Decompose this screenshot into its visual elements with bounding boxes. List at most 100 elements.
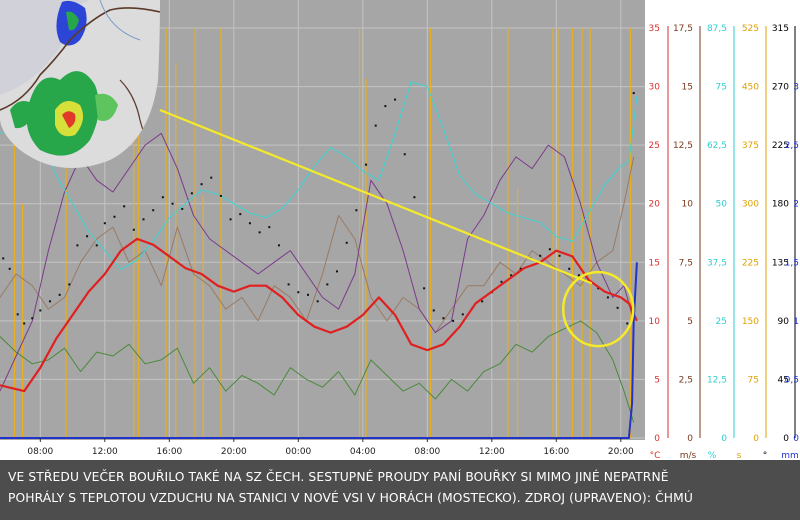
wind_direction_points-point-0 [2,257,5,260]
axis-2-tick-2: 25 [716,317,727,327]
axis-0-tick-6: 30 [649,83,661,93]
wind_direction_points-point-4 [31,317,34,320]
wind_direction_points-point-3 [23,322,26,325]
axis-2-tick-6: 75 [716,83,727,93]
axis-5-tick-5: 2,5 [785,141,799,151]
axis-1-tick-1: 2,5 [679,375,693,385]
wind_direction_points-point-9 [76,244,79,247]
axis-5-tick-2: 1 [793,317,799,327]
wind_direction_points-point-29 [268,226,271,229]
wind_direction_points-point-54 [510,274,513,277]
wind_direction_points-point-32 [297,291,300,294]
axis-5-tick-1: 0,5 [785,375,799,385]
unit-label-5: mm [781,451,799,460]
humidity-line [0,81,638,270]
axis-1-tick-0: 0 [687,434,693,444]
wind_speed-line [0,156,635,334]
axis-2-tick-4: 50 [716,200,728,210]
wind_direction_points-point-27 [248,222,251,225]
wind_direction_points-point-59 [558,254,561,257]
series-group [0,81,638,439]
wind_direction_points-point-20 [181,207,184,210]
axis-0-tick-2: 10 [649,317,661,327]
wind_direction_points-point-36 [336,270,339,273]
wind_direction_points-point-44 [413,196,416,199]
axis-4-tick-0: 0 [783,434,789,444]
axis-4-tick-5: 225 [772,141,789,151]
wind_direction_points-point-22 [200,183,203,186]
wind_direction_points-point-48 [452,319,455,322]
axis-1-tick-5: 12,5 [673,141,693,151]
wind_direction_points-point-47 [442,317,445,320]
wind_direction_points-point-67 [632,92,635,95]
wind_direction_points-point-64 [606,296,609,299]
wind_direction_points-point-66 [626,322,629,325]
x-tick-label-9: 20:00 [608,447,634,457]
axis-0-tick-7: 35 [649,24,660,34]
axis-0-tick-4: 20 [649,200,661,210]
annotation-overlay [159,108,635,348]
axis-3-tick-2: 150 [742,317,759,327]
wind_direction_points-point-61 [577,274,580,277]
unit-label-0: °C [650,451,661,460]
wind_direction_points-point-46 [432,309,435,312]
axis-3-tick-1: 75 [748,375,759,385]
axis-2-tick-3: 37,5 [707,258,727,268]
caption-line-2: POHRÁLY S TEPLOTOU VZDUCHU NA STANICI V … [8,491,693,505]
axis-1-tick-4: 10 [682,200,694,210]
x-tick-label-4: 00:00 [285,447,311,457]
wind_direction_points-point-30 [277,244,280,247]
axis-1-tick-3: 7,5 [679,258,693,268]
axis-4-tick-7: 315 [772,24,789,34]
sunshine-bars [13,28,632,438]
axis-0-tick-0: 0 [654,434,660,444]
x-tick-label-6: 08:00 [414,447,440,457]
wind_direction_points-point-7 [58,293,61,296]
wind_direction_points-point-1 [8,267,11,270]
wind_direction_points-point-41 [384,105,387,108]
x-tick-label-2: 16:00 [156,447,182,457]
wind_direction_points-point-65 [616,306,619,309]
axis-0-tick-1: 5 [654,375,660,385]
axis-4-tick-1: 45 [778,375,789,385]
unit-label-3: s [737,451,742,460]
wind_direction_points-point-18 [161,196,164,199]
temperature-line [0,237,638,393]
axis-4-tick-6: 270 [772,83,789,93]
axis-5-tick-6: 3 [793,83,799,93]
annotation-circle [561,270,635,348]
axis-3-tick-4: 300 [742,200,759,210]
wind_direction_points-point-11 [95,244,98,247]
axis-4-tick-3: 135 [772,258,789,268]
axis-5-tick-4: 2 [793,200,799,210]
axis-1-tick-7: 17,5 [673,24,693,34]
wind_direction_points-point-17 [152,209,155,212]
wind_direction_points-point-12 [103,222,106,225]
axis-3-tick-6: 450 [742,83,759,93]
caption-line-1: VE STŘEDU VEČER BOUŘILO TAKÉ NA SZ ČECH.… [8,470,669,484]
axis-4-tick-4: 180 [772,200,789,210]
wind_direction_points-point-40 [374,124,377,127]
wind_direction_points-point-51 [481,300,484,303]
wind_direction_points-point-13 [113,215,116,218]
gusts-line [0,132,635,392]
wind_direction_points-point-15 [132,228,135,231]
annotation-line [159,108,593,285]
axis-2-tick-7: 87,5 [707,24,727,34]
wind_direction_points-point-28 [258,231,261,234]
unit-label-2: % [708,451,717,460]
axis-4-tick-2: 90 [778,317,790,327]
wind_direction_points-point-23 [210,176,213,179]
wind_direction_points-point-2 [16,313,19,316]
wind_direction_points-point-16 [142,218,145,221]
axis-2-tick-0: 0 [721,434,727,444]
wind_direction_points-point-34 [316,300,319,303]
axis-3-tick-5: 375 [742,141,759,151]
sunshine-line [0,320,635,423]
wind_direction_points-point-19 [171,202,174,205]
wind_direction_points-point-35 [326,283,329,286]
x-tick-label-8: 16:00 [543,447,569,457]
wind_direction_points-point-38 [355,209,358,212]
wind_direction_points-point-58 [548,248,551,251]
wind_direction_points-point-53 [500,280,503,283]
